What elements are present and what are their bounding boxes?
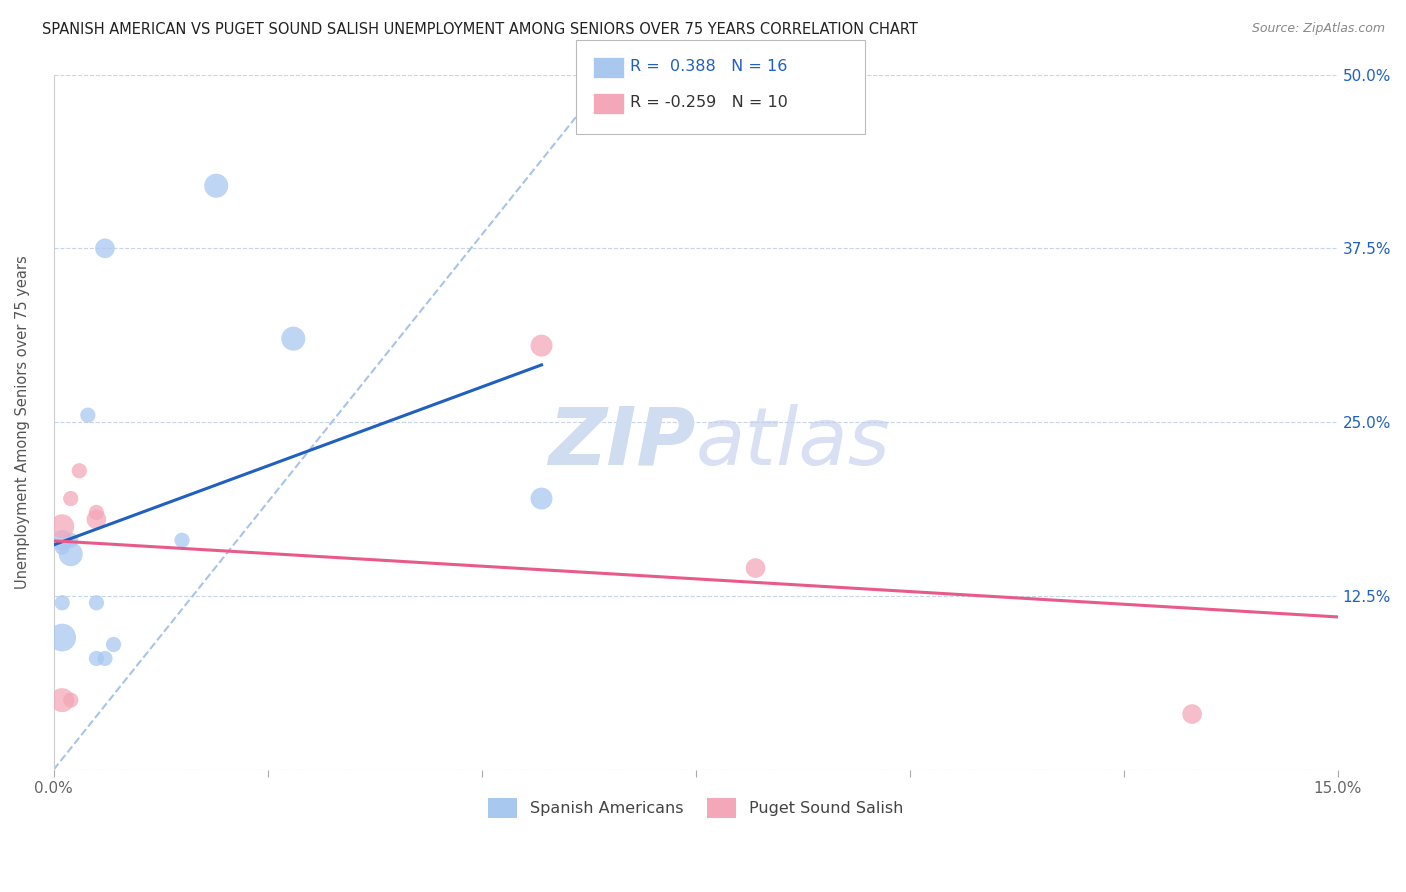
Point: [76, 408, 98, 422]
Point: [170, 533, 193, 548]
Text: Source: ZipAtlas.com: Source: ZipAtlas.com: [1251, 22, 1385, 36]
Point: [86, 512, 108, 526]
Y-axis label: Unemployment Among Seniors over 75 years: Unemployment Among Seniors over 75 years: [15, 255, 30, 589]
Point: [283, 332, 305, 346]
Point: [94, 241, 117, 255]
Point: [744, 561, 766, 575]
Point: [530, 338, 553, 352]
Point: [205, 178, 228, 193]
Point: [59, 533, 82, 548]
Point: [103, 638, 125, 652]
Text: ZIP: ZIP: [548, 404, 696, 482]
Text: atlas: atlas: [696, 404, 890, 482]
Point: [51, 596, 73, 610]
Point: [86, 651, 108, 665]
Point: [530, 491, 553, 506]
Point: [86, 596, 108, 610]
Point: [51, 519, 73, 533]
Text: SPANISH AMERICAN VS PUGET SOUND SALISH UNEMPLOYMENT AMONG SENIORS OVER 75 YEARS : SPANISH AMERICAN VS PUGET SOUND SALISH U…: [42, 22, 918, 37]
Point: [51, 533, 73, 548]
Text: R = -0.259   N = 10: R = -0.259 N = 10: [630, 95, 787, 110]
Text: R =  0.388   N = 16: R = 0.388 N = 16: [630, 60, 787, 74]
Point: [51, 693, 73, 707]
Point: [67, 464, 90, 478]
Point: [86, 505, 108, 519]
Point: [59, 693, 82, 707]
Legend: Spanish Americans, Puget Sound Salish: Spanish Americans, Puget Sound Salish: [482, 792, 910, 824]
Point: [59, 491, 82, 506]
Point: [59, 547, 82, 561]
Point: [1181, 706, 1204, 721]
Point: [94, 651, 117, 665]
Point: [51, 540, 73, 554]
Point: [51, 631, 73, 645]
